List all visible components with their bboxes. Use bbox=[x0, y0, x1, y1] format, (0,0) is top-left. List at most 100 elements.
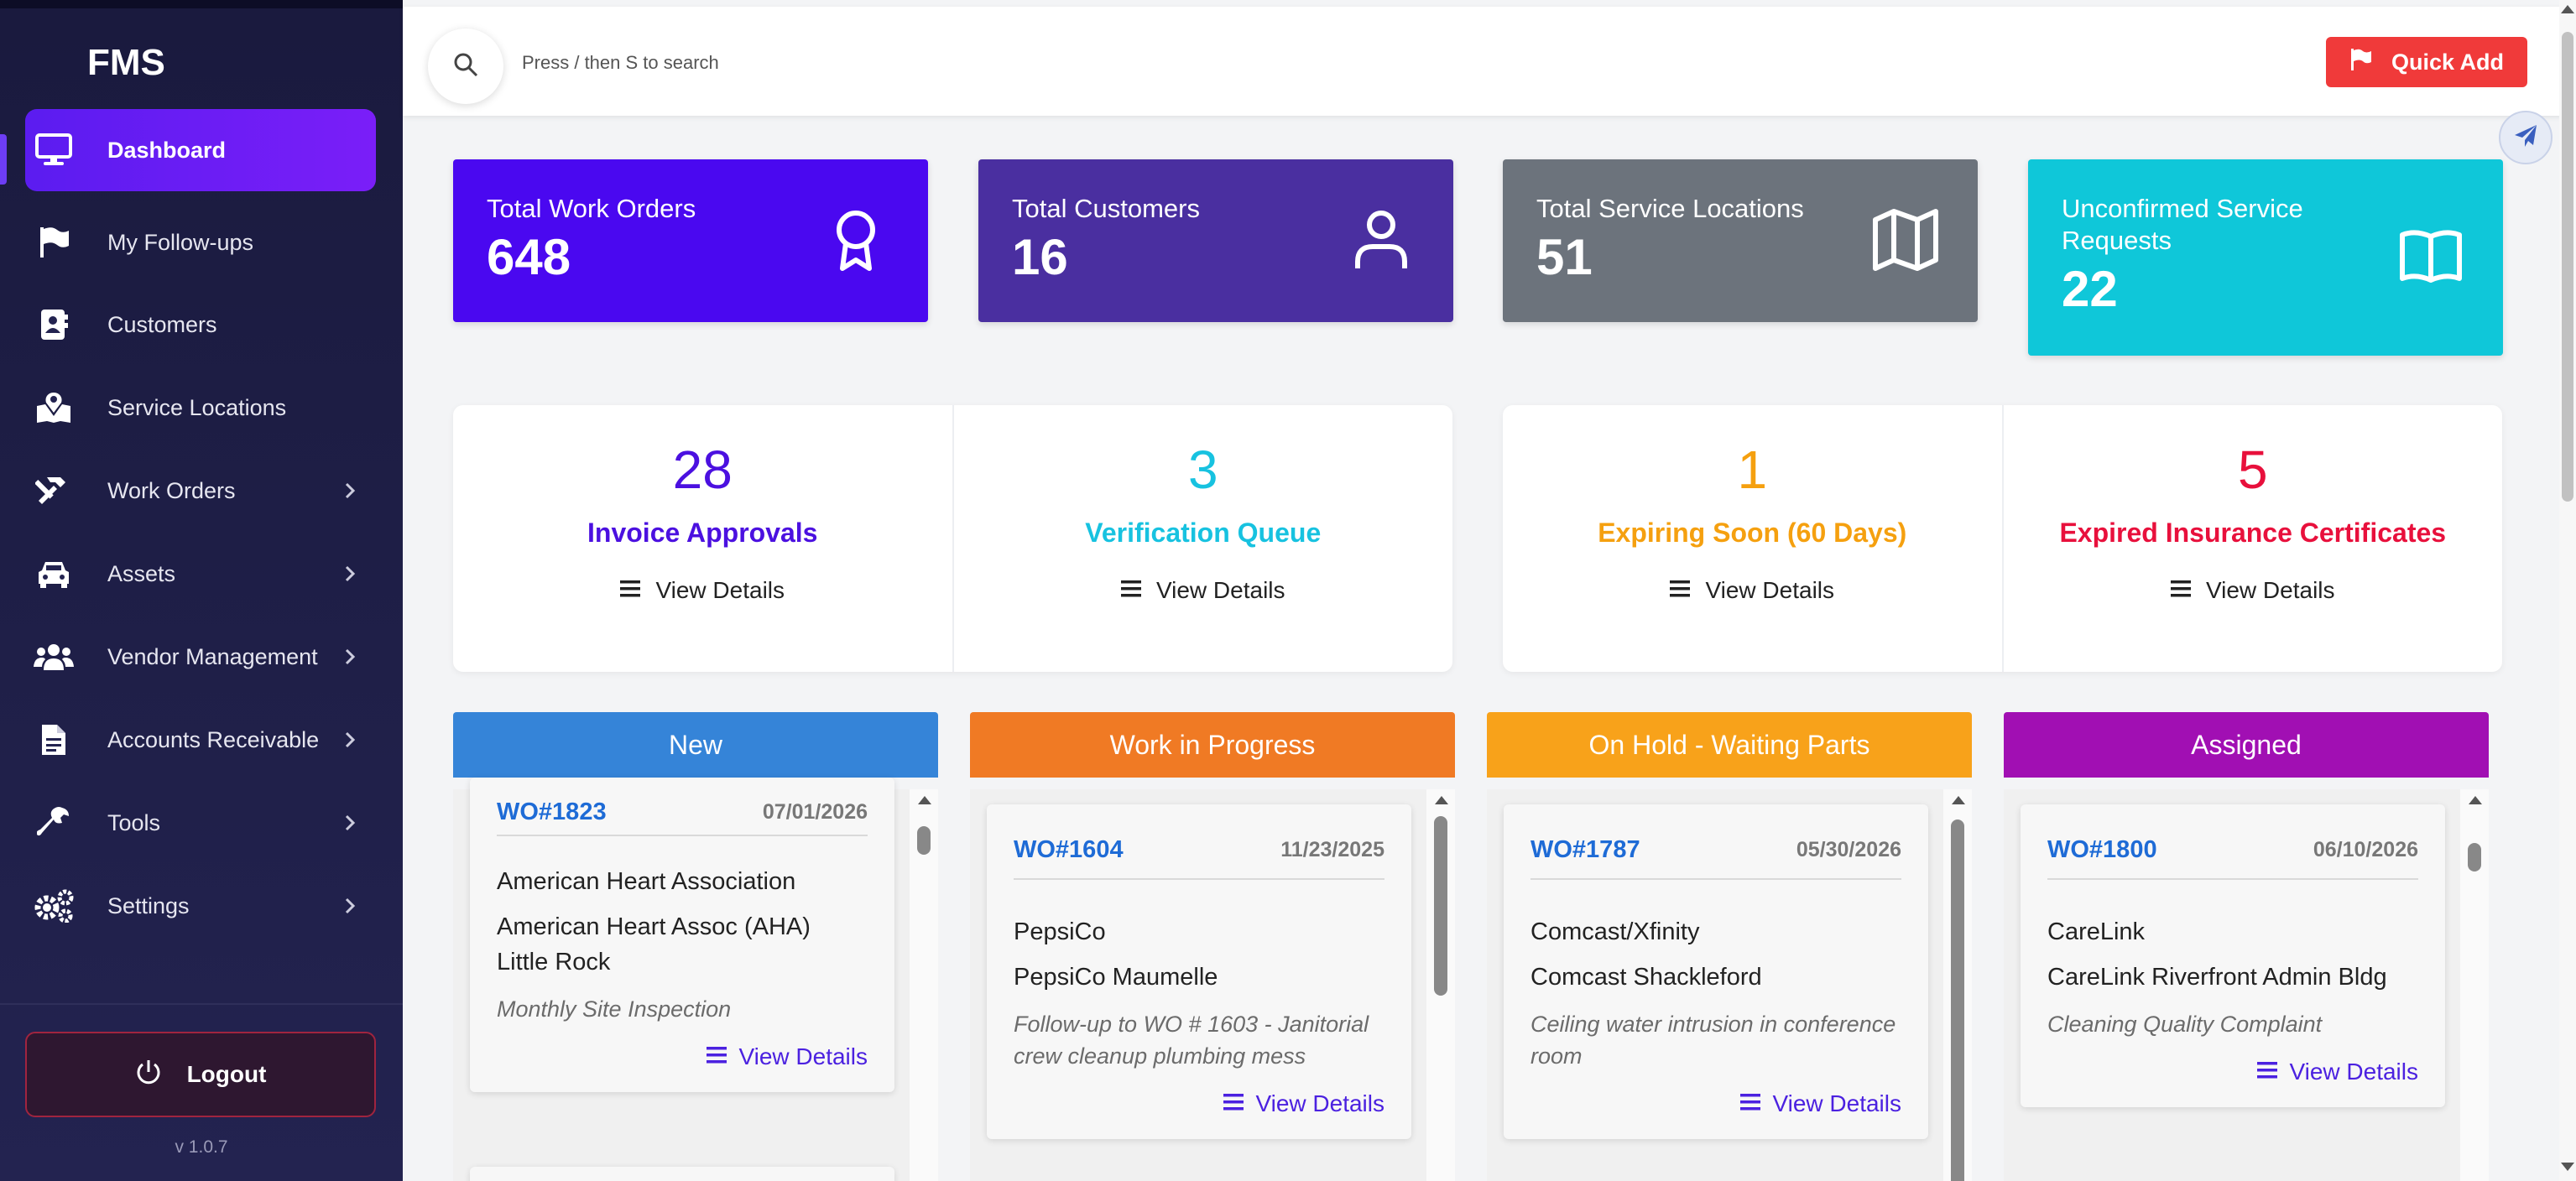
app-title: FMS bbox=[87, 42, 165, 83]
column-scrollbar[interactable] bbox=[910, 789, 938, 1181]
column-scrollbar[interactable] bbox=[1943, 789, 1972, 1181]
sidebar-item-tools[interactable]: Tools bbox=[25, 782, 376, 864]
power-icon bbox=[135, 1059, 162, 1091]
sidebar-item-service-locations[interactable]: Service Locations bbox=[25, 367, 376, 449]
sidebar-item-settings[interactable]: Settings bbox=[25, 865, 376, 947]
work-order-location: Comcast Shackleford bbox=[1530, 964, 1762, 991]
column-header: Assigned bbox=[2004, 712, 2489, 778]
sidebar-item-customers[interactable]: Customers bbox=[25, 284, 376, 366]
stat-card-total-work-orders[interactable]: Total Work Orders 648 bbox=[453, 159, 928, 322]
page-scroll-thumb[interactable] bbox=[2562, 32, 2573, 502]
work-order-id[interactable]: WO#1800 bbox=[2047, 835, 2157, 863]
list-icon bbox=[1670, 577, 1691, 604]
work-order-id[interactable]: WO#1823 bbox=[497, 798, 607, 825]
sidebar-item-accounts-receivable[interactable]: Accounts Receivable bbox=[25, 699, 376, 781]
metric-verification-queue: 3 Verification Queue View Details bbox=[952, 405, 1453, 672]
user-icon bbox=[1348, 206, 1415, 273]
view-details-link[interactable]: View Details bbox=[2004, 577, 2503, 604]
work-order-customer: American Heart Association bbox=[497, 868, 796, 895]
stat-card-total-customers[interactable]: Total Customers 16 bbox=[978, 159, 1453, 322]
stat-title: Total Service Locations bbox=[1536, 194, 1804, 223]
sidebar-item-label: Settings bbox=[107, 892, 190, 918]
column-scrollbar[interactable] bbox=[1426, 789, 1455, 1181]
work-order-customer: PepsiCo bbox=[1014, 918, 1106, 945]
list-icon bbox=[620, 577, 641, 604]
scroll-thumb[interactable] bbox=[1434, 816, 1447, 996]
sidebar-item-label: Dashboard bbox=[107, 137, 227, 163]
stat-card-unconfirmed-service-requests[interactable]: Unconfirmed Service Requests 22 bbox=[2028, 159, 2503, 356]
stat-card-total-service-locations[interactable]: Total Service Locations 51 bbox=[1503, 159, 1978, 322]
view-details-label: View Details bbox=[738, 1043, 868, 1069]
flag-icon bbox=[2349, 48, 2373, 77]
list-icon bbox=[707, 1043, 727, 1070]
stat-value: 16 bbox=[1012, 229, 1068, 285]
map-icon bbox=[1872, 206, 1939, 273]
active-indicator bbox=[0, 134, 7, 185]
stat-title: Unconfirmed Service Requests bbox=[2062, 194, 2303, 255]
work-order-card[interactable]: WO#1823 07/01/2026 American Heart Associ… bbox=[470, 778, 894, 1092]
book-open-icon bbox=[2397, 223, 2464, 290]
award-icon bbox=[822, 206, 889, 273]
scroll-up-arrow[interactable] bbox=[1952, 796, 1965, 804]
page-scroll-down-arrow[interactable] bbox=[2561, 1163, 2574, 1171]
metric-value: 3 bbox=[1187, 440, 1218, 500]
gears-icon bbox=[29, 881, 79, 931]
list-icon bbox=[1223, 1090, 1244, 1117]
metric-value: 28 bbox=[672, 440, 733, 500]
sidebar-item-vendor-management[interactable]: Vendor Management bbox=[25, 616, 376, 698]
scroll-thumb[interactable] bbox=[1951, 819, 1964, 1181]
view-details-link[interactable]: View Details bbox=[1014, 1090, 1384, 1139]
scroll-thumb[interactable] bbox=[917, 826, 931, 855]
view-details-link[interactable]: View Details bbox=[497, 1043, 868, 1092]
view-details-label: View Details bbox=[655, 577, 785, 603]
chevron-right-icon bbox=[336, 809, 364, 837]
work-order-description: Follow-up to WO # 1603 - Janitorial crew… bbox=[1014, 1012, 1369, 1069]
column-body: WO#1800 06/10/2026 CareLink CareLink Riv… bbox=[2004, 789, 2489, 1181]
sidebar-item-dashboard[interactable]: Dashboard bbox=[25, 109, 376, 191]
sidebar-item-work-orders[interactable]: Work Orders bbox=[25, 450, 376, 532]
view-details-link[interactable]: View Details bbox=[1503, 577, 2002, 604]
send-message-button[interactable] bbox=[2499, 111, 2553, 164]
car-icon bbox=[29, 549, 79, 599]
page-scroll-up-arrow[interactable] bbox=[2561, 5, 2574, 13]
column-header: New bbox=[453, 712, 938, 778]
chevron-right-icon bbox=[336, 726, 364, 754]
column-body: WO#1787 05/30/2026 Comcast/Xfinity Comca… bbox=[1487, 789, 1972, 1181]
view-details-link[interactable]: View Details bbox=[453, 577, 952, 604]
work-order-card[interactable]: WO#1787 05/30/2026 Comcast/Xfinity Comca… bbox=[1504, 804, 1928, 1139]
logout-button[interactable]: Logout bbox=[25, 1032, 376, 1117]
scroll-up-arrow[interactable] bbox=[1435, 796, 1448, 804]
work-order-card[interactable] bbox=[470, 1167, 894, 1181]
work-order-description: Cleaning Quality Complaint bbox=[2047, 1012, 2323, 1037]
stat-value: 22 bbox=[2062, 261, 2118, 317]
scroll-up-arrow[interactable] bbox=[918, 796, 931, 804]
insurance-panel: 1 Expiring Soon (60 Days) View Details 5… bbox=[1503, 405, 2502, 672]
work-order-description: Ceiling water intrusion in conference ro… bbox=[1530, 1012, 1896, 1069]
list-icon bbox=[2170, 577, 2191, 604]
column-scrollbar[interactable] bbox=[2460, 789, 2489, 1181]
chevron-right-icon bbox=[336, 476, 364, 505]
scroll-up-arrow[interactable] bbox=[2469, 796, 2482, 804]
view-details-link[interactable]: View Details bbox=[1530, 1090, 1901, 1139]
search-hint[interactable]: Press / then S to search bbox=[522, 52, 719, 73]
search-button[interactable] bbox=[428, 29, 503, 104]
wrench-icon bbox=[29, 798, 79, 848]
monitor-icon bbox=[29, 125, 79, 175]
view-details-link[interactable]: View Details bbox=[2047, 1059, 2418, 1107]
quick-add-button[interactable]: Quick Add bbox=[2326, 37, 2527, 87]
sidebar-item-my-follow-ups[interactable]: My Follow-ups bbox=[25, 201, 376, 284]
sidebar-item-label: Service Locations bbox=[107, 394, 287, 420]
list-icon bbox=[2257, 1059, 2278, 1085]
chevron-right-icon bbox=[336, 559, 364, 588]
view-details-link[interactable]: View Details bbox=[954, 577, 1453, 604]
work-order-card[interactable]: WO#1800 06/10/2026 CareLink CareLink Riv… bbox=[2021, 804, 2445, 1107]
flag-icon bbox=[29, 217, 79, 268]
kanban-column-new: New WO#1823 07/01/2026 American Heart As… bbox=[453, 712, 938, 1181]
work-order-card[interactable]: WO#1604 11/23/2025 PepsiCo PepsiCo Maume… bbox=[987, 804, 1411, 1139]
scroll-thumb[interactable] bbox=[2468, 843, 2481, 871]
work-order-id[interactable]: WO#1604 bbox=[1014, 835, 1124, 863]
sidebar-item-assets[interactable]: Assets bbox=[25, 533, 376, 615]
sidebar-item-label: My Follow-ups bbox=[107, 229, 254, 255]
column-body: WO#1604 11/23/2025 PepsiCo PepsiCo Maume… bbox=[970, 789, 1455, 1181]
work-order-id[interactable]: WO#1787 bbox=[1530, 835, 1640, 863]
